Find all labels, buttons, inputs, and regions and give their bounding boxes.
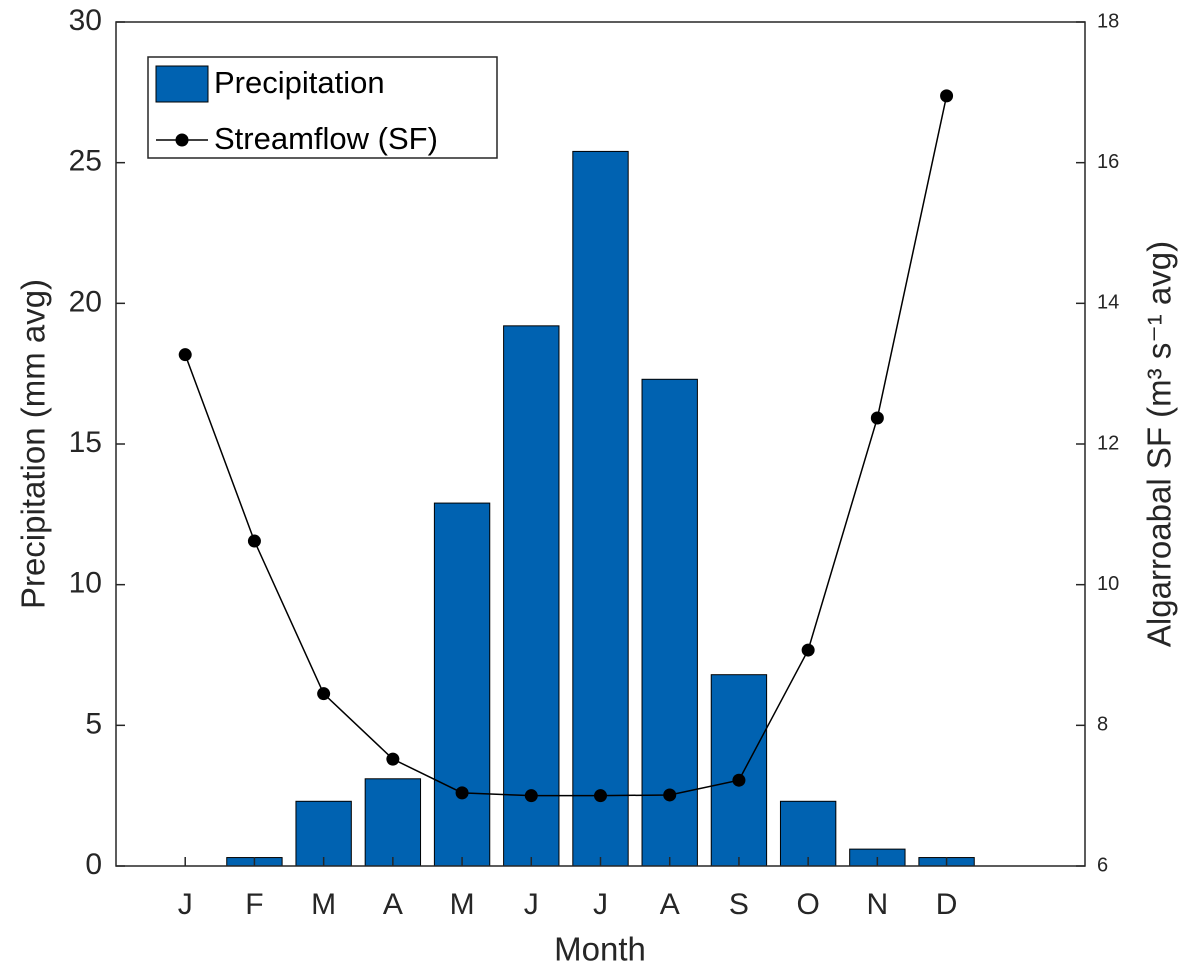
y2-tick-label: 8	[1097, 714, 1108, 736]
x-tick-label: J	[593, 888, 608, 921]
marker	[594, 789, 607, 803]
y-tick-label: 5	[85, 707, 102, 740]
legend-label: Precipitation	[214, 65, 385, 100]
x-tick-label: A	[660, 888, 680, 921]
bar	[503, 325, 560, 867]
y2-tick-label: 16	[1097, 151, 1119, 173]
y2-axis-label: Algarroabal SF (m³ s⁻¹ avg)	[1141, 241, 1178, 647]
y-axis-label: Precipitation (mm avg)	[15, 279, 52, 609]
y2-tick-label: 6	[1097, 854, 1108, 876]
x-tick-label: J	[178, 888, 193, 921]
bar	[295, 800, 352, 867]
x-tick-label: A	[383, 888, 403, 921]
y2-tick-label: 14	[1097, 292, 1119, 314]
axes-box	[115, 21, 1086, 867]
bar	[364, 778, 422, 867]
marker	[732, 773, 746, 787]
marker	[870, 411, 884, 425]
legend-label: Streamflow (SF)	[214, 121, 438, 156]
x-tick-label: F	[245, 888, 263, 921]
legend-swatch	[155, 65, 209, 103]
legend-marker	[175, 133, 189, 147]
x-tick-label: N	[867, 888, 889, 921]
x-axis-label: Month	[554, 931, 646, 968]
marker	[247, 534, 261, 548]
y-tick-label: 20	[69, 285, 102, 318]
bar	[641, 378, 698, 867]
y2-tick-label: 10	[1097, 573, 1119, 595]
x-tick-label: J	[524, 888, 539, 921]
x-tick-label: O	[796, 888, 819, 921]
bar	[572, 150, 629, 867]
marker	[940, 89, 954, 103]
y-tick-label: 25	[69, 145, 102, 178]
x-tick-label: M	[450, 888, 475, 921]
y2-tick-label: 12	[1097, 432, 1119, 454]
y-tick-label: 15	[69, 426, 102, 459]
y2-tick-label: 18	[1097, 10, 1119, 32]
marker	[801, 643, 815, 657]
line	[184, 95, 948, 797]
marker	[524, 789, 538, 803]
y-tick-label: 30	[69, 4, 102, 37]
bar	[779, 800, 837, 867]
bar	[710, 674, 768, 867]
legend: Precipitation Streamflow (SF)	[147, 56, 498, 159]
x-tick-label: D	[936, 888, 958, 921]
marker	[317, 687, 331, 701]
x-tick-label: S	[729, 888, 749, 921]
y-tick-label: 10	[69, 567, 102, 600]
marker	[178, 348, 192, 362]
marker	[455, 786, 469, 800]
bar	[433, 502, 491, 867]
y-tick-label: 0	[85, 848, 102, 881]
marker	[386, 752, 400, 766]
x-tick-label: M	[311, 888, 336, 921]
marker	[663, 788, 677, 802]
